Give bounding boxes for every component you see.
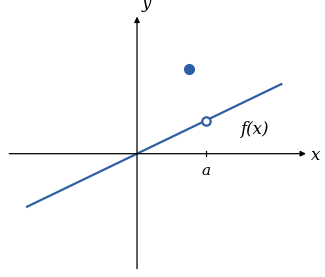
Text: x: x bbox=[310, 147, 320, 164]
Text: y: y bbox=[141, 0, 150, 12]
Text: f(x): f(x) bbox=[240, 120, 268, 138]
Text: a: a bbox=[201, 164, 210, 178]
